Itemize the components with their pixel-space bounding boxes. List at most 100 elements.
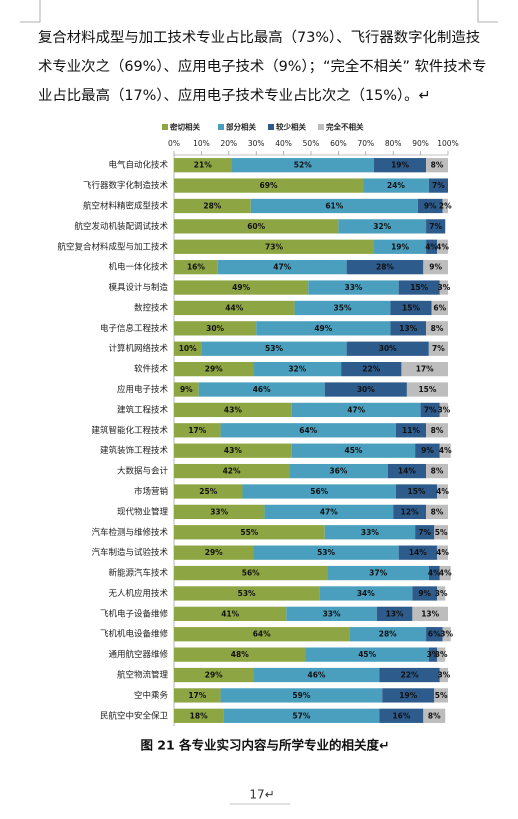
- bar-segment: [439, 402, 448, 418]
- data-label: 15%: [402, 303, 420, 312]
- data-label: 49%: [232, 283, 250, 292]
- data-label: 9%: [424, 201, 437, 210]
- bar-segment: [324, 525, 416, 540]
- bar-segment: [220, 688, 383, 703]
- data-label: 8%: [431, 324, 444, 333]
- category-label: 应用电子技术: [117, 384, 169, 395]
- legend-label: 密切相关: [170, 122, 200, 132]
- bar-segment: [253, 361, 342, 377]
- data-label: 30%: [379, 344, 397, 353]
- x-tick-label: 70%: [357, 139, 374, 148]
- data-label: 7%: [432, 181, 445, 190]
- bar-segment: [174, 688, 221, 703]
- data-label: 8%: [431, 161, 444, 170]
- category-label: 航空物流管理: [117, 670, 169, 681]
- data-label: 2%: [439, 201, 452, 210]
- bar-segment: [437, 647, 446, 662]
- data-label: 19%: [391, 161, 409, 170]
- bar-segment: [426, 627, 443, 642]
- bar-segment: [346, 341, 429, 356]
- x-tick-label: 0%: [168, 139, 180, 148]
- data-label: 3%: [438, 283, 451, 292]
- bar-segment: [174, 300, 295, 316]
- bar-segment: [174, 443, 292, 458]
- data-label: 53%: [265, 344, 283, 353]
- bar-segment: [174, 667, 254, 683]
- data-label: 59%: [292, 691, 310, 700]
- data-label: 46%: [253, 385, 271, 394]
- category-label: 飞行器数字化制造技术: [83, 180, 169, 191]
- data-label: 6%: [428, 630, 441, 639]
- category-label: 通用航空器维修: [108, 649, 168, 660]
- data-label: 53%: [317, 548, 335, 557]
- bar-segment: [341, 361, 402, 377]
- bar-segment: [174, 402, 292, 418]
- data-label: 42%: [223, 467, 241, 476]
- bar-segment: [174, 606, 287, 621]
- bar-segment: [437, 239, 448, 254]
- data-label: 49%: [314, 324, 332, 333]
- bar-segment: [426, 423, 448, 438]
- data-label: 69%: [260, 181, 278, 190]
- bar-segment: [412, 606, 448, 621]
- bar-segment: [439, 565, 451, 581]
- data-label: 45%: [358, 650, 376, 659]
- data-label: 64%: [299, 426, 317, 435]
- bar-segment: [319, 586, 413, 601]
- data-label: 9%: [421, 446, 434, 455]
- data-label: 8%: [428, 711, 441, 720]
- category-label: 计算机网络技术: [108, 343, 168, 354]
- category-label: 数控技术: [134, 302, 169, 313]
- bar-segment: [434, 688, 448, 703]
- data-label: 17%: [188, 691, 206, 700]
- bar-segment: [412, 586, 438, 601]
- bar-segment: [324, 382, 407, 397]
- bar-segment: [426, 158, 448, 173]
- data-label: 14%: [398, 467, 416, 476]
- data-label: 3%: [427, 650, 440, 659]
- category-label: 民航空中安全保卫: [100, 710, 169, 721]
- bar-segment: [415, 525, 435, 540]
- data-label: 33%: [361, 528, 379, 537]
- data-label: 3%: [438, 405, 451, 414]
- data-label: 4%: [439, 446, 452, 455]
- bar-segment: [253, 545, 399, 560]
- bar-segment: [349, 627, 427, 642]
- bar-segment: [174, 361, 254, 377]
- bar-segment: [338, 219, 427, 234]
- bar-segment: [387, 463, 427, 479]
- legend-label: 部分相关: [226, 122, 256, 132]
- category-label: 飞机电子设备维修: [100, 608, 169, 619]
- data-label: 8%: [431, 426, 444, 435]
- bar-segment: [434, 525, 448, 540]
- data-label: 11%: [402, 426, 420, 435]
- data-label: 33%: [210, 507, 228, 516]
- legend-label: 完全不相关: [326, 122, 364, 132]
- data-label: 3%: [440, 630, 453, 639]
- data-label: 7%: [418, 528, 431, 537]
- category-label: 模具设计与制造: [108, 282, 168, 293]
- x-tick-label: 100%: [437, 139, 458, 148]
- category-label: 软件技术: [134, 364, 169, 375]
- bar-segment: [174, 545, 254, 560]
- category-label: 市场营销: [134, 486, 169, 497]
- data-label: 73%: [265, 242, 283, 251]
- data-label: 3%: [435, 589, 448, 598]
- bar-segment: [431, 300, 448, 316]
- category-label: 无人机应用技术: [108, 588, 168, 599]
- bar-segment: [437, 484, 448, 499]
- bar-segment: [231, 158, 375, 173]
- bar-segment: [253, 667, 380, 683]
- x-tick-label: 90%: [412, 139, 429, 148]
- data-label: 47%: [273, 263, 291, 272]
- bar-segment: [174, 565, 328, 581]
- data-label: 3%: [438, 671, 451, 680]
- category-label: 空中乘务: [134, 690, 169, 701]
- data-label: 46%: [308, 671, 326, 680]
- bar-segment: [291, 402, 421, 418]
- category-label: 汽车制造与试验技术: [91, 547, 168, 558]
- bar-segment: [401, 361, 448, 377]
- bar-segment: [174, 525, 325, 540]
- category-label: 电气自动化技术: [108, 160, 168, 171]
- bar-segment: [363, 178, 429, 193]
